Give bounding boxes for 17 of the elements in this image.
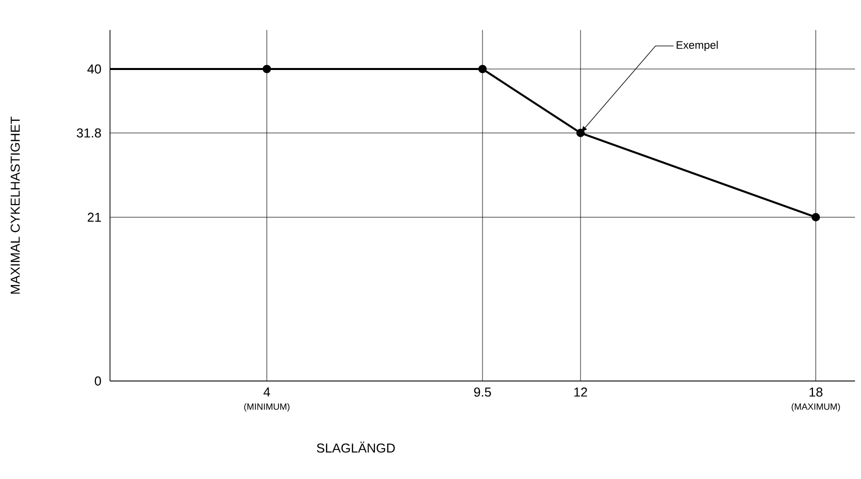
x-tick-label: 9.5 [474,388,491,397]
point [478,64,487,74]
y-tick-label: 40 [87,64,101,74]
x-tick-label: 12 [574,388,588,397]
y-tick-label: 31.8 [76,128,101,138]
x-tick-label: 18 [810,388,822,397]
point [576,128,585,138]
y-tick-label: 21 [88,212,101,222]
text: (MAXIMUM) [792,403,840,412]
point [812,213,820,222]
text: (MINIMUM) [244,403,290,412]
x-axis-title: SLAGLÄNGD [316,442,395,453]
x-tick-label: 4 [264,388,270,396]
y-axis-title: MAXIMAL CYKELHASTIGHET [10,116,20,294]
point [262,64,272,74]
annotation: Exempel [676,40,718,52]
y-tick-label: 0 [94,376,101,386]
